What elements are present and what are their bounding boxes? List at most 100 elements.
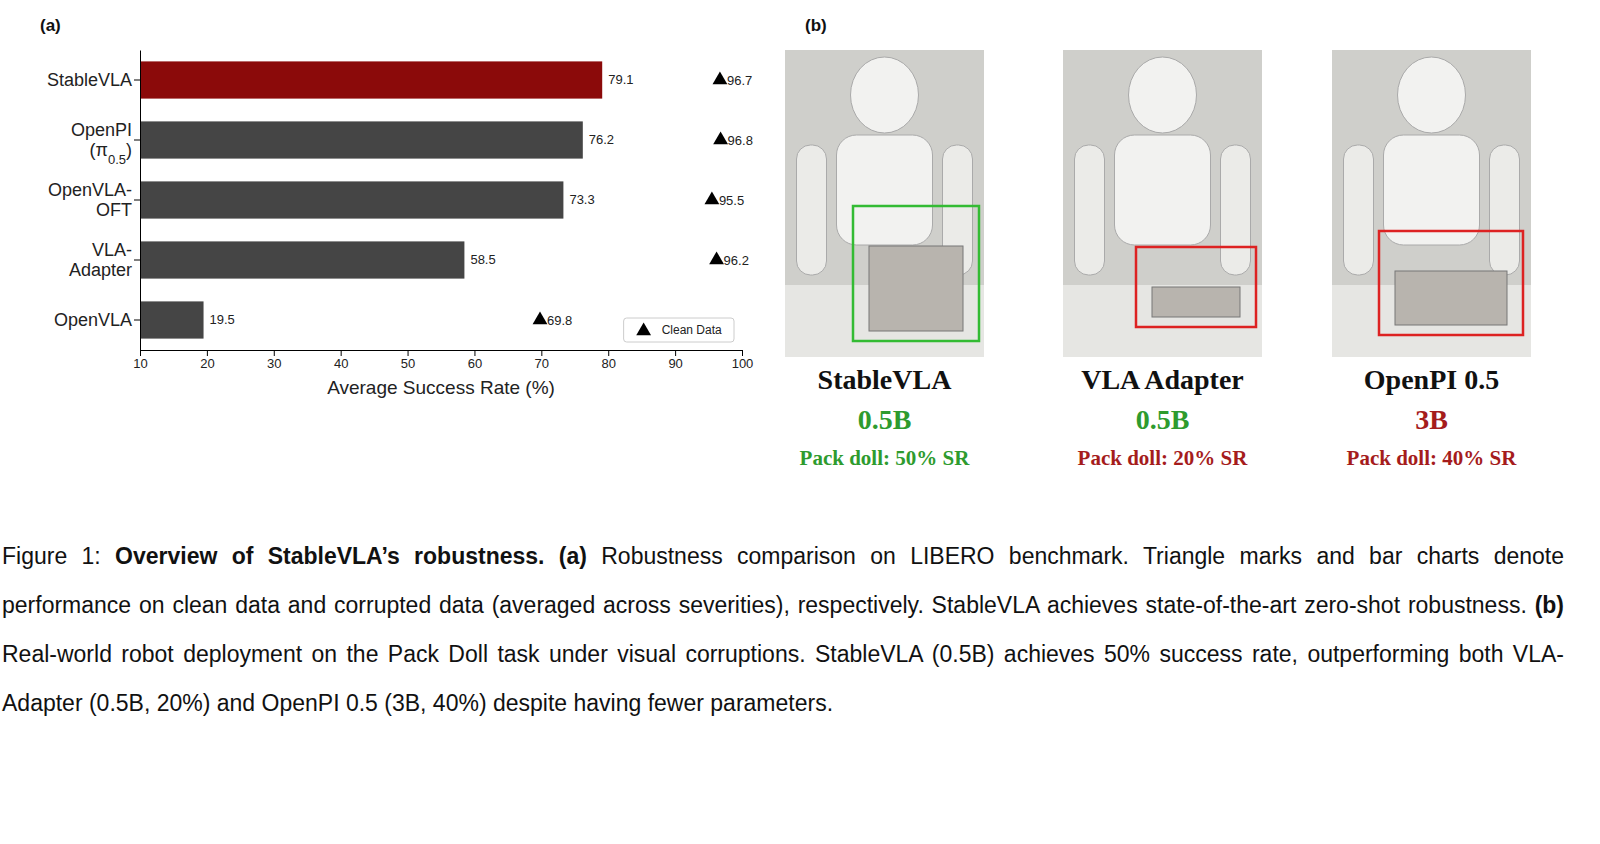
x-tick-mark: [608, 350, 609, 356]
robot-arm: [1490, 145, 1520, 275]
clean-value-label: 69.8: [547, 313, 572, 328]
model-params: 3B: [1415, 404, 1448, 435]
model-result: Pack doll: 20% SR: [1078, 446, 1249, 470]
robot-photo: [1063, 50, 1262, 357]
model-params: 0.5B: [858, 404, 912, 435]
clean-marker: [713, 71, 728, 84]
doll-box: [869, 246, 963, 331]
y-tick: OpenVLA-OFT: [48, 180, 140, 220]
x-axis-line: [141, 350, 743, 351]
x-tick-label: 40: [334, 356, 348, 371]
legend-marker: [636, 322, 651, 335]
figure: (a)(b)79.176.273.358.519.596.796.895.596…: [0, 0, 1600, 844]
robot-photo: [785, 50, 984, 357]
x-tick: 80: [601, 350, 615, 371]
y-tick: OpenPI(π0.5): [71, 120, 140, 166]
x-tick-mark: [742, 350, 743, 356]
clean-marker: [709, 251, 724, 264]
x-tick: 50: [401, 350, 415, 371]
x-tick-mark: [541, 350, 542, 356]
model-params: 0.5B: [1136, 404, 1190, 435]
figure-svg: (a)(b)79.176.273.358.519.596.796.895.596…: [0, 0, 1600, 844]
robot-body: [1384, 135, 1480, 245]
data-labels: 79.176.273.358.519.596.796.895.596.269.8: [210, 72, 753, 328]
x-tick-label: 70: [535, 356, 549, 371]
y-axis-line: [140, 51, 141, 351]
x-tick-mark: [408, 350, 409, 356]
model-name: OpenPI 0.5: [1364, 364, 1499, 395]
robot-head: [1129, 57, 1197, 133]
x-tick-label: 60: [468, 356, 482, 371]
photo-background: [785, 50, 984, 357]
highlight-box: [1136, 247, 1256, 327]
model-result: Pack doll: 40% SR: [1347, 446, 1518, 470]
robot-arm: [1221, 145, 1251, 275]
y-tick: OpenVLA: [54, 310, 140, 330]
x-tick-label: 20: [200, 356, 214, 371]
x-tick-mark: [341, 350, 342, 356]
y-axis: StableVLA OpenPI(π0.5) OpenVLA-OFT VLA-Adap…: [47, 51, 141, 351]
x-tick: 70: [535, 350, 549, 371]
highlight-box: [1379, 231, 1523, 335]
bar: [140, 61, 602, 98]
x-tick: 60: [468, 350, 482, 371]
clean-value-label: 96.8: [728, 133, 753, 148]
bar-value-label: 79.1: [608, 72, 633, 87]
x-axis: 10 20 30 40 50 60 70 80 90 100: [133, 350, 753, 371]
clean-value-label: 96.2: [724, 253, 749, 268]
bar-value-label: 58.5: [470, 252, 495, 267]
bar: [140, 121, 583, 158]
x-tick-mark: [274, 350, 275, 356]
robot-head: [851, 57, 919, 133]
caption-bold: (b): [1535, 592, 1564, 618]
x-tick-mark: [207, 350, 208, 356]
y-tick-mark: [134, 200, 140, 201]
x-tick: 40: [334, 350, 348, 371]
clean-marker: [713, 131, 728, 144]
model-result: Pack doll: 50% SR: [800, 446, 971, 470]
x-tick-mark: [474, 350, 475, 356]
x-tick: 30: [267, 350, 281, 371]
y-tick-mark: [134, 260, 140, 261]
robot-photo: [1332, 50, 1531, 357]
robot-head: [1398, 57, 1466, 133]
clean-marker: [533, 311, 548, 324]
bar-value-label: 73.3: [569, 192, 594, 207]
x-tick-label: 90: [668, 356, 682, 371]
x-tick-label: 100: [732, 356, 754, 371]
legend: Clean Data: [624, 318, 734, 342]
x-tick: 20: [200, 350, 214, 371]
bar-value-label: 76.2: [589, 132, 614, 147]
x-tick-mark: [675, 350, 676, 356]
clean-value-label: 95.5: [719, 193, 744, 208]
photo-table: [1063, 285, 1262, 357]
y-tick-mark: [134, 140, 140, 141]
x-tick-label: 30: [267, 356, 281, 371]
y-tick: VLA-Adapter: [69, 240, 140, 280]
x-tick-label: 50: [401, 356, 415, 371]
x-tick: 90: [668, 350, 682, 371]
caption-text: Figure 1:: [2, 543, 115, 569]
doll-box: [1152, 287, 1240, 317]
bar: [140, 181, 563, 218]
x-tick-mark: [140, 350, 141, 356]
panel-letter: (b): [805, 16, 827, 35]
photo-background: [1063, 50, 1262, 357]
robot-arm: [1344, 145, 1374, 275]
robot-arm: [797, 145, 827, 275]
y-tick-label: OpenVLA-OFT: [48, 180, 132, 220]
caption-text: Real-world robot deployment on the Pack …: [2, 641, 1564, 716]
legend-box: [624, 318, 734, 342]
y-tick-mark: [134, 320, 140, 321]
robot-arm: [1075, 145, 1105, 275]
y-tick-label: VLA-Adapter: [69, 240, 132, 280]
highlight-box: [853, 206, 979, 341]
x-tick: 10: [133, 350, 147, 371]
bar: [140, 301, 204, 338]
model-name: VLA Adapter: [1081, 364, 1244, 395]
robot-body: [837, 135, 933, 245]
model-name: StableVLA: [818, 364, 953, 395]
legend-label: Clean Data: [662, 323, 722, 337]
y-tick-label: OpenPI(π0.5): [71, 120, 132, 166]
y-tick: StableVLA: [47, 70, 140, 90]
